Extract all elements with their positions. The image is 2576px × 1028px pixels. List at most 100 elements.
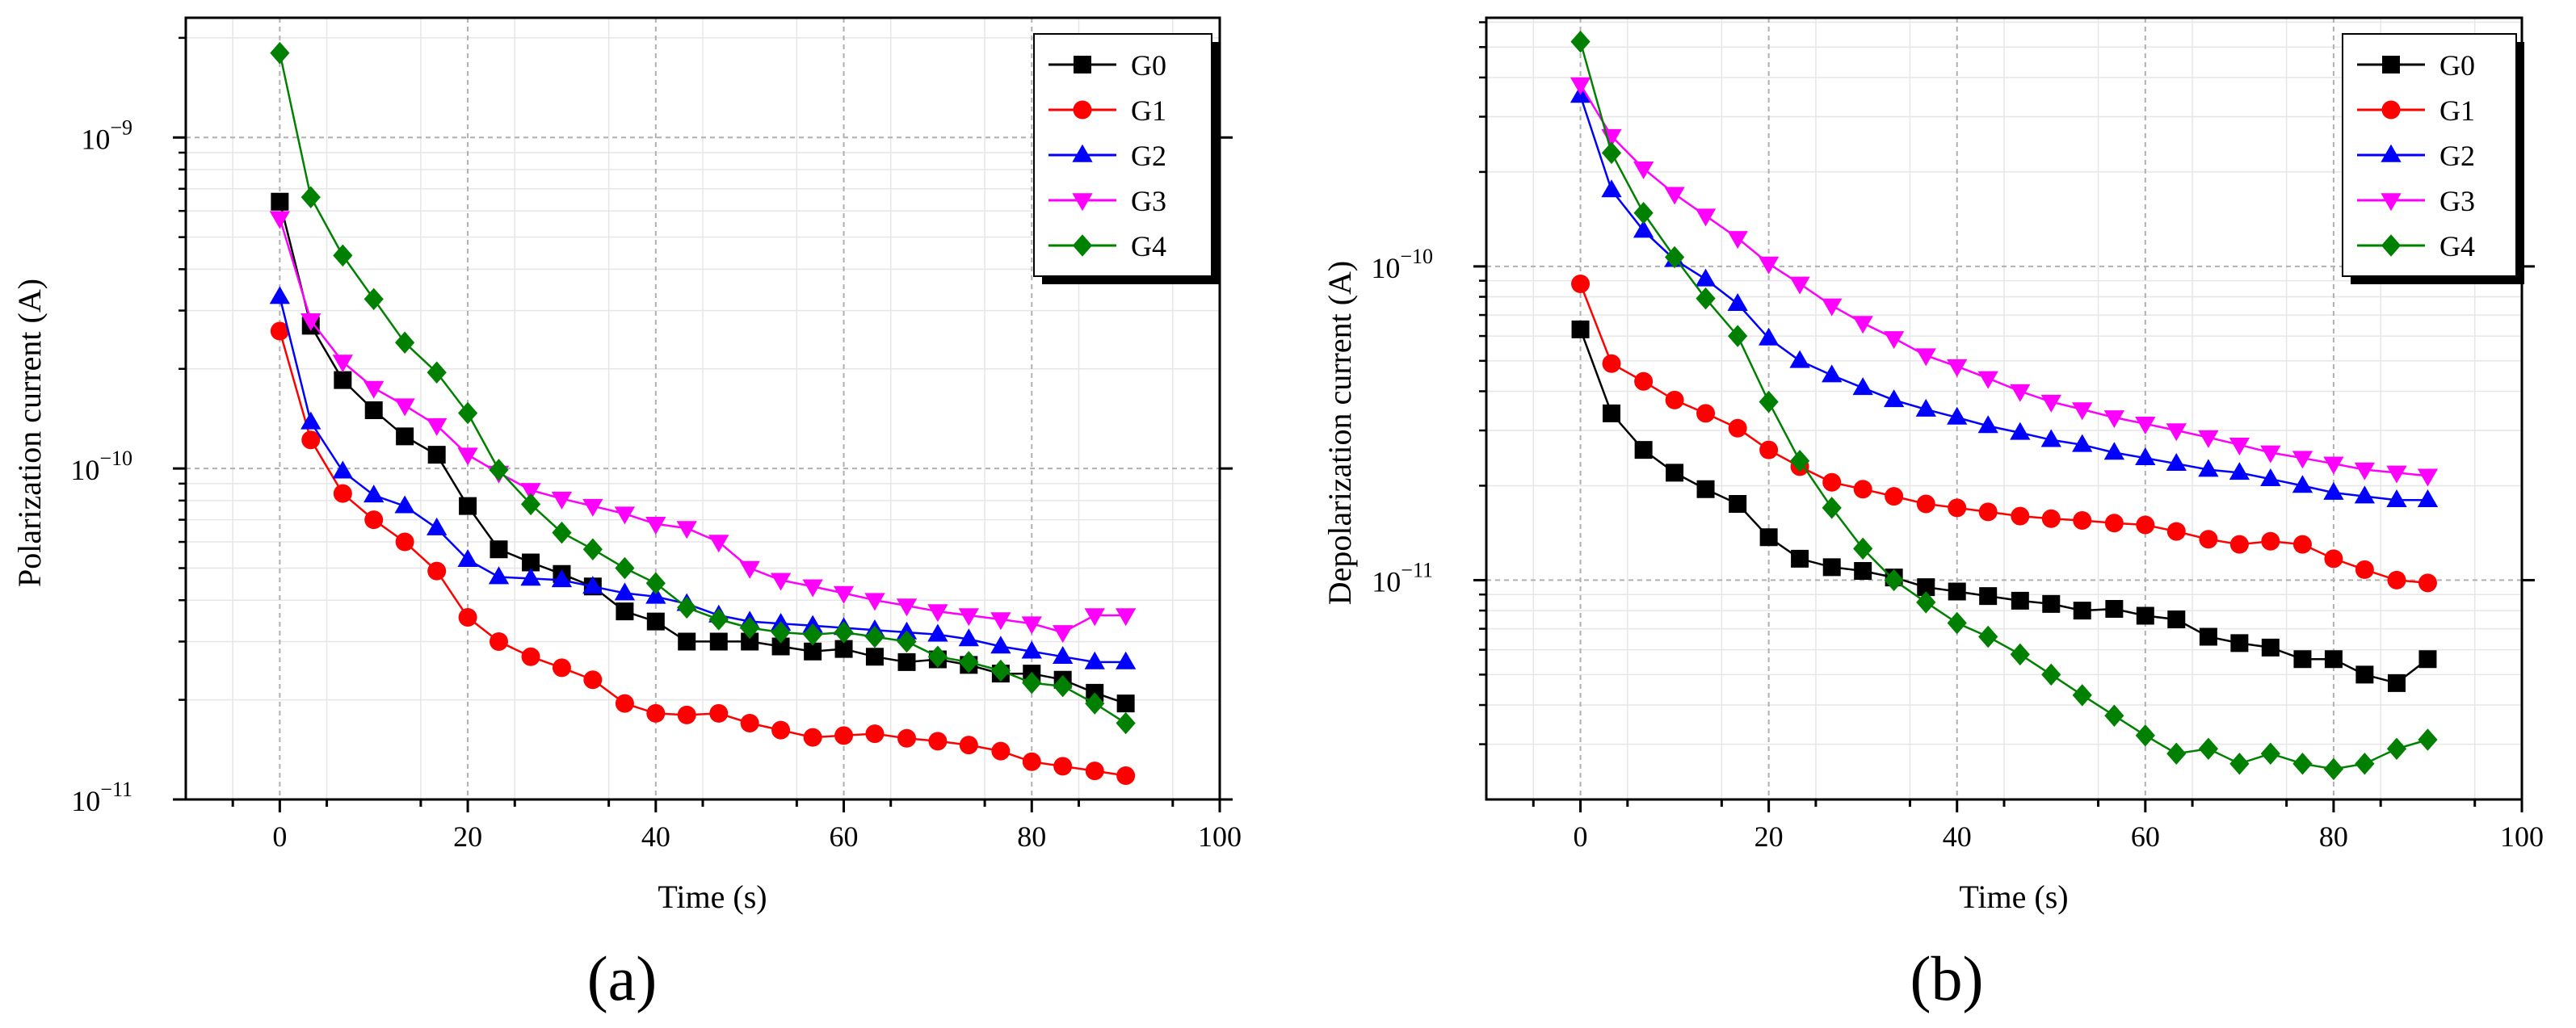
data-point (2354, 462, 2376, 480)
legend-label: G4 (1131, 230, 1166, 262)
y-tick-label: 10−11 (71, 778, 132, 817)
series-line (279, 330, 1126, 777)
y-tick-label: 10−11 (1372, 558, 1433, 598)
data-point (1758, 256, 1780, 275)
data-point (300, 186, 321, 208)
data-point (2105, 599, 2124, 618)
data-point (1885, 487, 1904, 506)
data-point (1822, 558, 1841, 577)
x-tick-label: 0 (1574, 820, 1588, 853)
data-point (552, 521, 572, 544)
data-point (1977, 415, 1998, 434)
data-point (1789, 276, 1810, 295)
data-point (1759, 528, 1778, 547)
data-point (582, 498, 603, 517)
data-point (2229, 438, 2250, 456)
x-tick-label: 40 (1943, 820, 1972, 853)
legend-label: G1 (1131, 94, 1166, 127)
legend-marker (2381, 100, 2401, 120)
y-tick-exponent: −10 (1400, 245, 1433, 268)
data-point (1601, 141, 1622, 165)
data-point (1695, 208, 1717, 227)
data-point (678, 632, 696, 651)
y-tick-exponent: −11 (1401, 558, 1433, 581)
data-point (269, 211, 291, 229)
data-point (2166, 453, 2187, 472)
data-point (300, 313, 321, 332)
data-point (582, 538, 603, 560)
data-point (1022, 752, 1041, 771)
legend: G0 G1 G2 G3 G4 (2342, 33, 2524, 284)
legend-marker (2382, 56, 2400, 73)
data-point (677, 705, 696, 724)
data-point (1822, 298, 1843, 317)
data-point (1115, 608, 1137, 627)
legend-entry-G0: G0 (2357, 49, 2475, 82)
series-G3 (269, 211, 1137, 644)
legend-label: G3 (2439, 185, 2475, 217)
data-point (2387, 570, 2406, 590)
data-point (1853, 537, 1873, 560)
data-point (864, 593, 885, 611)
data-point (2166, 742, 2187, 765)
data-point (2261, 638, 2280, 657)
data-point (1852, 316, 1873, 334)
data-point (363, 485, 385, 503)
data-point (2041, 663, 2061, 686)
data-point (2073, 602, 2091, 620)
legend-entry-G3: G3 (2357, 185, 2475, 217)
data-point (1116, 766, 1136, 786)
legend-entry-G1: G1 (1048, 94, 1166, 127)
data-point (2229, 535, 2249, 554)
series-line (279, 52, 1127, 724)
data-point (459, 497, 477, 515)
data-point (959, 651, 979, 673)
series-G4 (1570, 30, 2438, 781)
data-point (427, 561, 447, 581)
data-point (458, 607, 477, 627)
data-point (552, 658, 571, 678)
data-point (1854, 562, 1872, 581)
data-point (489, 459, 509, 481)
x-tick-label: 0 (272, 820, 287, 853)
data-point (457, 401, 478, 425)
data-point (363, 287, 384, 311)
series-line (1579, 95, 2428, 501)
data-point (2387, 673, 2406, 692)
legend-marker (1073, 100, 1092, 120)
x-tick-label: 20 (453, 820, 482, 853)
data-point (2199, 530, 2218, 549)
data-point (2136, 515, 2155, 535)
series-line (279, 201, 1127, 705)
data-point (2072, 434, 2093, 452)
data-point (1789, 449, 1810, 472)
data-point (1727, 292, 1748, 311)
data-point (2260, 742, 2280, 765)
data-point (2354, 485, 2376, 504)
data-point (2292, 535, 2312, 554)
data-point (2073, 510, 2092, 530)
data-point (2418, 728, 2438, 751)
data-point (269, 286, 291, 304)
data-point (2198, 430, 2219, 448)
legend-marker (1072, 144, 1093, 162)
data-point (1947, 611, 1967, 635)
data-point (1664, 187, 1685, 205)
data-point (1853, 480, 1872, 499)
legend-marker (2381, 234, 2402, 257)
data-point (865, 724, 885, 744)
data-point (2386, 465, 2407, 484)
data-point (2166, 522, 2186, 541)
data-point (615, 694, 634, 713)
y-tick-exponent: −11 (100, 778, 132, 801)
data-point (334, 371, 352, 389)
data-point (395, 532, 414, 552)
x-tick-label: 80 (2319, 820, 2348, 853)
legend-marker (2381, 193, 2402, 212)
data-point (1759, 390, 1779, 413)
data-point (1947, 359, 1968, 377)
data-point (520, 483, 541, 501)
data-point (1633, 161, 1654, 179)
series-G1 (270, 321, 1136, 786)
data-point (645, 516, 666, 535)
